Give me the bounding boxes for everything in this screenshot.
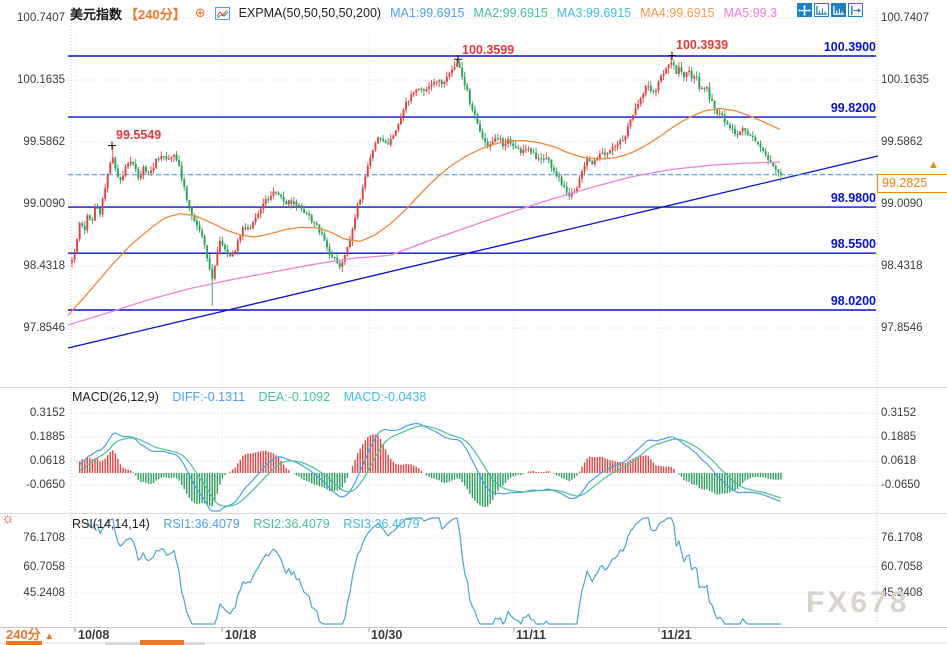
expma-indicator-label: EXPMA(50,50,50,50,200) — [238, 6, 382, 20]
pane-separator-main-macd — [0, 387, 947, 388]
price-axis-label: 100.7407 — [17, 12, 65, 24]
ma1-value: MA1:99.6915 — [390, 6, 465, 20]
chart-header: 美元指数 【240分】 ⊕ EXPMA(50,50,50,50,200) MA1… — [70, 3, 777, 23]
price-axis-label: 99.5862 — [881, 136, 923, 148]
fx678-watermark: FX678 — [806, 586, 910, 619]
period-label: 【240分】 — [125, 6, 186, 22]
rsi-axis-label: 60.7058 — [881, 561, 923, 573]
rsi-axis-label: 45.2408 — [23, 587, 65, 599]
rsi-title: RSI(14,14,14) — [72, 517, 150, 531]
period-selector-label: 240分 — [6, 627, 41, 642]
macd-header: MACD(26,12,9) DIFF:-0.1311 DEA:-0.1092 M… — [72, 390, 426, 405]
pane-separator-macd-rsi — [0, 513, 947, 514]
rsi1-value: RSI1:36.4079 — [163, 517, 240, 531]
macd-axis-label: 0.1885 — [881, 431, 917, 443]
ma4-value: MA4:99.6915 — [640, 6, 715, 20]
rsi3-value: RSI3:36.4079 — [343, 517, 420, 531]
price-axis-label: 99.5862 — [23, 136, 65, 148]
price-axis-label: 98.4318 — [881, 260, 923, 272]
date-axis-label: 10/18 — [225, 628, 257, 642]
symbol-name: 美元指数 — [70, 6, 123, 22]
rsi-axis-label: 76.1708 — [23, 532, 65, 544]
date-axis-label: 11/21 — [661, 628, 692, 642]
macd-axis-label: -0.0650 — [881, 479, 921, 491]
exit-fullscreen-button[interactable] — [848, 3, 863, 17]
price-axis-label: 98.4318 — [23, 260, 65, 272]
indicator-settings-sun-icon[interactable]: ☼ — [1, 510, 15, 527]
macd-hist-value: MACD:-0.0438 — [343, 390, 427, 404]
circle-plus-icon[interactable]: ⊕ — [194, 5, 206, 20]
level-line-label: 99.8200 — [830, 101, 876, 115]
current-price-badge: 99.2825 — [877, 174, 947, 193]
scrollbar-thumb[interactable] — [140, 640, 184, 645]
rsi-axis-label: 45.2408 — [881, 587, 923, 599]
macd-axis-label: -0.0650 — [25, 479, 65, 491]
price-axis-label: 97.8546 — [881, 322, 923, 334]
macd-axis-label: 0.3152 — [29, 407, 65, 419]
macd-diff-value: DIFF:-0.1311 — [172, 390, 246, 404]
price-axis-label: 99.0090 — [881, 198, 923, 210]
axis-scale-button[interactable] — [814, 3, 829, 17]
price-axis-label: 100.7407 — [881, 12, 929, 24]
peak-price-annotation: 99.5549 — [116, 128, 162, 142]
macd-axis-label: 0.3152 — [881, 407, 917, 419]
macd-axis-label: 0.0618 — [29, 455, 65, 467]
pane-separator-footer — [0, 627, 947, 628]
date-axis-label: 11/11 — [516, 628, 546, 642]
ma3-value: MA3:99.6915 — [556, 6, 632, 20]
level-line-label: 98.0200 — [830, 294, 876, 308]
triangle-up-icon: ▲ — [44, 631, 55, 642]
price-up-arrow-icon: ▲ — [928, 159, 939, 171]
chart-toolbar — [797, 3, 863, 17]
macd-axis-label: 0.0618 — [881, 455, 917, 467]
price-axis-label: 97.8546 — [23, 322, 65, 334]
price-axis-label: 99.0090 — [23, 198, 65, 210]
ma5-value: MA5:99.3 — [723, 6, 778, 20]
date-axis-label: 10/30 — [371, 628, 403, 642]
macd-axis-label: 0.1885 — [29, 431, 65, 443]
ma2-value: MA2:99.6915 — [473, 6, 548, 20]
price-axis-label: 100.1635 — [17, 74, 65, 86]
peak-price-annotation: 100.3599 — [462, 43, 515, 57]
period-selector-button[interactable]: 240分 ▲ — [6, 628, 54, 644]
crosshair-move-button[interactable] — [797, 3, 812, 17]
scrollbar-track[interactable] — [0, 642, 947, 644]
axis-scale-active-button[interactable] — [831, 3, 846, 17]
period-tab-underline — [6, 641, 42, 645]
level-line-label: 100.3900 — [823, 40, 876, 54]
rsi-axis-label: 76.1708 — [881, 532, 923, 544]
level-line-label: 98.5500 — [830, 237, 876, 251]
rsi-axis-label: 60.7058 — [23, 561, 65, 573]
date-axis-label: 10/08 — [78, 628, 110, 642]
price-axis-label: 100.1635 — [881, 74, 929, 86]
mini-chart-icon[interactable] — [214, 6, 230, 20]
peak-price-annotation: 100.3939 — [676, 38, 729, 52]
rsi2-value: RSI2:36.4079 — [253, 517, 330, 531]
level-line-label: 98.9800 — [830, 191, 876, 205]
macd-dea-value: DEA:-0.1092 — [258, 390, 331, 404]
macd-title: MACD(26,12,9) — [72, 390, 159, 404]
rsi-header: RSI(14,14,14) RSI1:36.4079 RSI2:36.4079 … — [72, 517, 420, 532]
